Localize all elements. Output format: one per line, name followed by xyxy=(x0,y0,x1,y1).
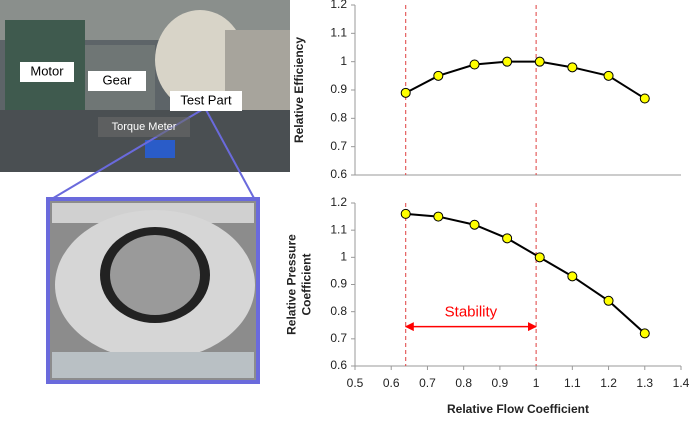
data-point xyxy=(534,252,545,263)
data-point xyxy=(639,328,650,339)
x-tick-label: 0.5 xyxy=(347,376,364,390)
y-tick-label: 0.9 xyxy=(330,277,347,291)
x-tick-label: 1.2 xyxy=(600,376,617,390)
x-tick-label: 1 xyxy=(533,376,540,390)
photo-part xyxy=(46,197,260,384)
x-tick-label: 0.8 xyxy=(455,376,472,390)
y-tick-label: 0.8 xyxy=(330,304,347,318)
x-tick-label: 1.3 xyxy=(636,376,653,390)
photo-machine xyxy=(0,0,290,172)
series-line xyxy=(405,60,646,100)
data-point xyxy=(567,62,578,73)
data-point xyxy=(534,56,545,67)
y-tick-label: 0.6 xyxy=(330,358,347,372)
y-tick-label: 0.6 xyxy=(330,167,347,181)
data-point xyxy=(502,56,513,67)
y-tick-label: 1.2 xyxy=(330,0,347,11)
annotation-text: Stability xyxy=(445,304,498,321)
x-axis-label: Relative Flow Coefficient xyxy=(447,402,589,416)
y-tick-label: 0.9 xyxy=(330,82,347,96)
y-axis-label: Relative Efficiency xyxy=(292,37,306,143)
data-point xyxy=(603,70,614,81)
y-tick-label: 1.1 xyxy=(330,222,347,236)
y-tick-label: 0.8 xyxy=(330,111,347,125)
data-point xyxy=(400,87,411,98)
label-box xyxy=(88,71,146,91)
data-point xyxy=(433,70,444,81)
x-tick-label: 1.1 xyxy=(564,376,581,390)
y-tick-label: 1 xyxy=(340,54,347,68)
y-axis-label: Coefficient xyxy=(300,253,314,315)
data-point xyxy=(603,295,614,306)
x-tick-label: 0.9 xyxy=(492,376,509,390)
data-point xyxy=(469,59,480,70)
photo-label: Gear xyxy=(103,72,133,87)
y-tick-label: 0.7 xyxy=(330,331,347,345)
data-point xyxy=(469,219,480,230)
y-tick-label: 0.7 xyxy=(330,139,347,153)
label-box xyxy=(20,62,74,82)
data-point xyxy=(567,271,578,282)
photo-label: Torque Meter xyxy=(112,121,177,133)
y-tick-label: 1.2 xyxy=(330,195,347,209)
photo-label: Motor xyxy=(30,63,64,78)
data-point xyxy=(400,208,411,219)
photo-label: Test Part xyxy=(180,92,232,107)
x-tick-label: 1.4 xyxy=(673,376,690,390)
y-axis-label: Relative Pressure xyxy=(285,234,299,335)
data-point xyxy=(639,93,650,104)
label-box xyxy=(170,91,242,111)
x-tick-label: 0.7 xyxy=(419,376,436,390)
y-tick-label: 1.1 xyxy=(330,26,347,40)
x-tick-label: 0.6 xyxy=(383,376,400,390)
data-point xyxy=(502,233,513,244)
data-point xyxy=(433,211,444,222)
series-line xyxy=(405,212,646,335)
label-box xyxy=(98,117,190,137)
y-tick-label: 1 xyxy=(340,250,347,264)
